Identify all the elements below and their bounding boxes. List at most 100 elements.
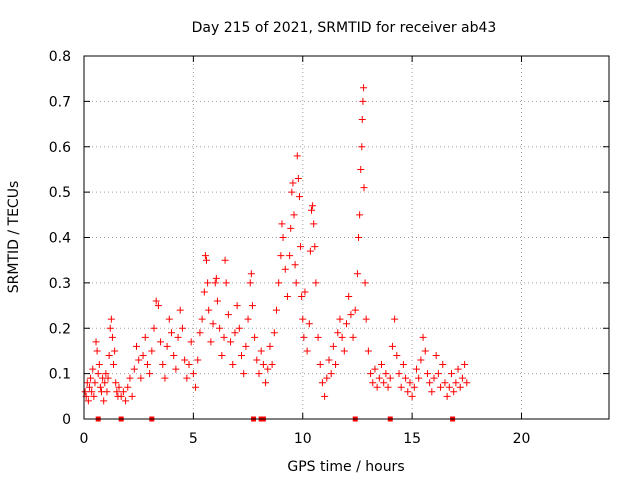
data-point [340,347,348,355]
data-point [316,361,324,369]
data-point [168,329,175,337]
data-point [229,361,237,369]
data-point [220,333,228,341]
data-point [361,279,369,287]
y-axis-label: SRMTID / TECUs [6,181,22,294]
data-point [251,333,259,341]
data-point [410,383,418,391]
data-point [257,347,265,355]
y-tick-label: 0.8 [49,49,71,65]
x-tick-label: 15 [403,431,421,447]
data-point [406,379,414,387]
data-point [292,279,300,287]
data-point [262,379,270,387]
data-point [343,320,350,328]
data-point [463,379,471,387]
data-point [395,370,403,378]
data-point [268,361,276,369]
data-point [172,365,180,373]
data-point [289,179,297,187]
data-point [378,361,385,369]
data-point [87,374,95,382]
data-point [181,356,189,364]
data-point [402,374,410,382]
data-point [456,383,464,391]
data-point [360,84,368,92]
data-point [349,333,357,341]
data-point [247,270,255,278]
data-point [89,365,97,373]
data-point [205,306,213,314]
data-point [157,338,165,346]
data-point [355,234,363,241]
data-point [287,224,295,232]
data-point [227,338,235,346]
data-point [170,351,178,359]
data-point [92,338,100,346]
data-point [211,279,219,287]
data-point [312,279,320,287]
x-tick-label: 5 [189,431,198,447]
data-point [101,379,109,387]
data-point [106,324,114,332]
data-point [122,397,130,405]
grid-layer [84,56,609,419]
data-point [426,379,434,387]
data-point [143,361,151,369]
data-point [298,292,306,300]
data-point [200,288,208,296]
data-point [458,374,466,382]
data-point [100,397,108,405]
data-point [81,388,89,396]
data-point [301,288,309,296]
data-point [207,338,215,346]
data-point [338,333,346,341]
y-tick-label: 0.7 [49,94,71,110]
data-point [248,302,256,310]
data-point [321,392,329,400]
data-point [357,165,365,173]
y-tick-label: 0.2 [49,321,71,337]
data-point [415,374,423,382]
data-point [388,342,396,350]
data-point [380,379,388,387]
data-point [362,315,370,323]
y-tick-label: 0.1 [49,367,71,383]
data-point [253,356,261,364]
data-point [391,315,399,323]
plot-frame [83,55,610,420]
data-point [413,365,420,373]
data-point [369,379,377,387]
data-point [135,356,143,364]
data-point [283,292,291,300]
data-point [146,370,154,378]
data-point [154,302,162,310]
data-point [119,388,127,396]
data-point [461,361,469,369]
data-point [399,361,407,369]
data-point [198,315,206,323]
data-point [281,265,289,273]
data-point [367,370,375,378]
data-point [152,297,160,305]
data-point [187,338,195,346]
data-point [448,370,455,378]
points-layer [81,84,471,405]
data-point [386,374,394,382]
data-point [240,370,248,378]
data-point [105,351,113,359]
data-point [150,324,158,332]
data-point [231,329,239,337]
data-point [364,347,372,355]
data-point [291,261,299,269]
data-point [183,374,191,382]
data-point [108,333,116,341]
data-point [176,306,184,314]
data-point [290,211,298,219]
data-point [209,320,217,328]
data-point [356,211,364,219]
data-point [288,188,296,196]
data-point [371,365,379,373]
data-point [126,374,134,382]
